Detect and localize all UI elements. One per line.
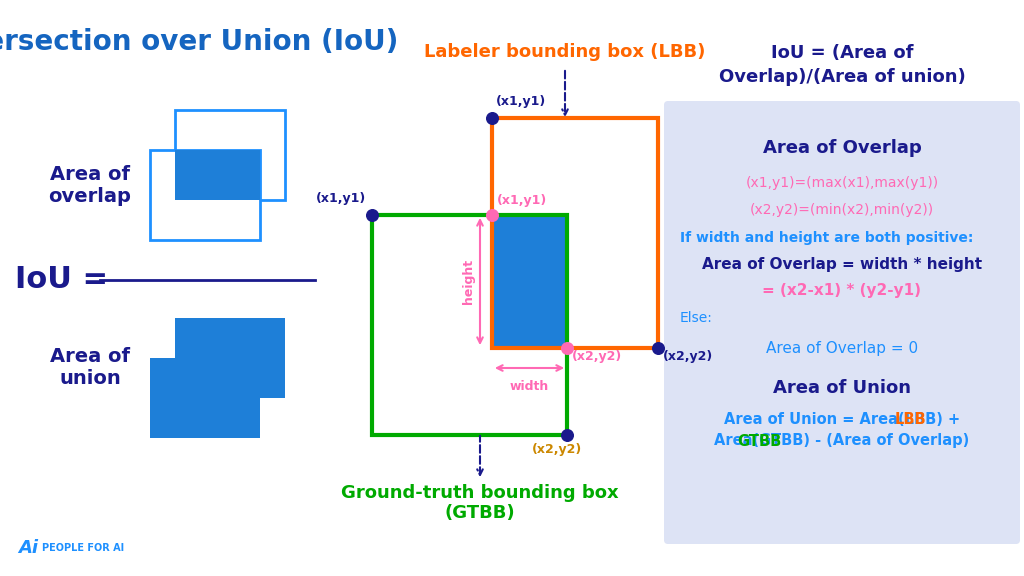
Point bbox=[559, 430, 575, 439]
FancyBboxPatch shape bbox=[664, 101, 1020, 544]
Bar bbox=[372, 215, 567, 435]
Text: (x1,y1): (x1,y1) bbox=[496, 95, 546, 108]
Text: (x1,y1): (x1,y1) bbox=[315, 192, 366, 205]
Text: (x1,y1)=(max(x1),max(y1)): (x1,y1)=(max(x1),max(y1)) bbox=[745, 176, 939, 190]
Text: Area of Union = Area(LBB) +
Area(GTBB) - (Area of Overlap): Area of Union = Area(LBB) + Area(GTBB) -… bbox=[715, 412, 970, 448]
Text: (x2,y2): (x2,y2) bbox=[531, 443, 582, 456]
Text: IoU =: IoU = bbox=[15, 266, 109, 294]
Text: (x2,y2): (x2,y2) bbox=[663, 350, 714, 363]
Bar bbox=[175, 318, 285, 398]
Point bbox=[364, 210, 380, 219]
Text: = (x2-x1) * (y2-y1): = (x2-x1) * (y2-y1) bbox=[763, 282, 922, 297]
Bar bbox=[175, 110, 285, 200]
Text: Labeler bounding box (LBB): Labeler bounding box (LBB) bbox=[424, 43, 706, 61]
Text: (x1,y1): (x1,y1) bbox=[497, 194, 547, 207]
Bar bbox=[150, 358, 260, 438]
Point bbox=[483, 113, 500, 123]
Text: PEOPLE FOR AI: PEOPLE FOR AI bbox=[42, 543, 124, 553]
Text: width: width bbox=[510, 380, 549, 393]
Text: Ground-truth bounding box
(GTBB): Ground-truth bounding box (GTBB) bbox=[341, 484, 618, 522]
Bar bbox=[150, 150, 260, 240]
Text: (x2,y2): (x2,y2) bbox=[572, 350, 623, 363]
Text: If width and height are both positive:: If width and height are both positive: bbox=[680, 231, 974, 245]
Point bbox=[483, 210, 500, 219]
Text: GTBB: GTBB bbox=[737, 434, 781, 449]
Text: Area of Union: Area of Union bbox=[773, 379, 911, 397]
Text: Area of
union: Area of union bbox=[50, 347, 130, 388]
Point bbox=[559, 343, 575, 353]
Text: (x2,y2)=(min(x2),min(y2)): (x2,y2)=(min(x2),min(y2)) bbox=[750, 203, 934, 217]
Text: IoU = (Area of
Overlap)/(Area of union): IoU = (Area of Overlap)/(Area of union) bbox=[719, 44, 966, 86]
Point bbox=[650, 343, 667, 353]
Text: Ai: Ai bbox=[18, 539, 38, 557]
Text: Intersection over Union (IoU): Intersection over Union (IoU) bbox=[0, 28, 398, 56]
Bar bbox=[175, 150, 260, 200]
Bar bbox=[492, 118, 658, 348]
Text: height: height bbox=[462, 259, 474, 304]
Text: Area of Overlap = width * height: Area of Overlap = width * height bbox=[701, 256, 982, 271]
Bar bbox=[492, 215, 567, 348]
Text: Area of Overlap: Area of Overlap bbox=[763, 139, 922, 157]
Text: Else:: Else: bbox=[680, 311, 713, 325]
Text: LBB: LBB bbox=[894, 411, 926, 426]
Text: Area of Overlap = 0: Area of Overlap = 0 bbox=[766, 340, 919, 355]
Text: Area of
overlap: Area of overlap bbox=[48, 165, 131, 206]
